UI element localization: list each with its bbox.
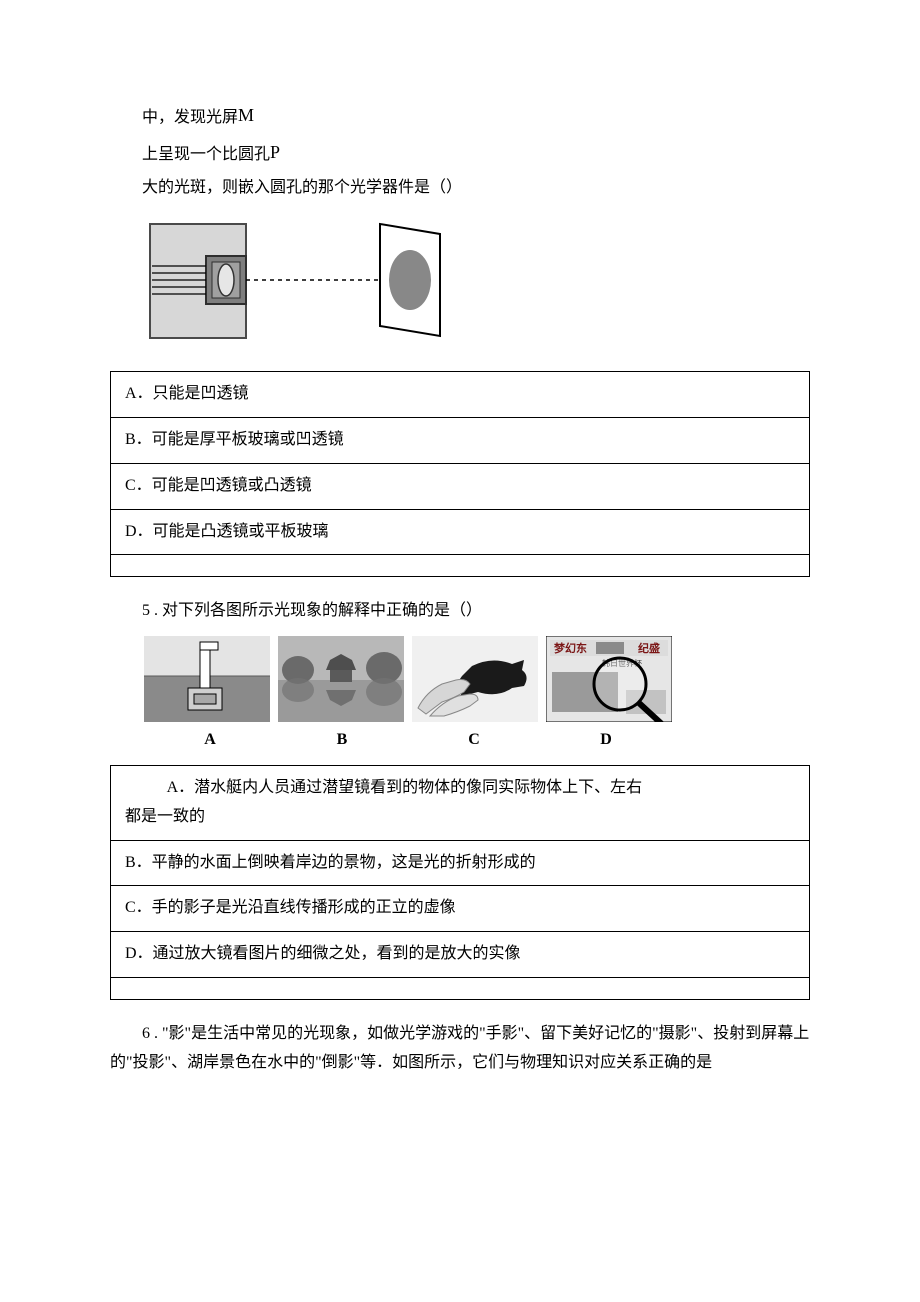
q4-line1: 中，发现光屏M (110, 100, 810, 133)
q4-var-m: M (238, 105, 254, 125)
q5-empty-row (111, 977, 810, 999)
q4-option-d: D．可能是凸透镜或平板玻璃 (111, 509, 810, 555)
q5-panel-c (412, 636, 538, 722)
q4-text2: 上呈现一个比圆孔 (142, 146, 270, 163)
q5-options-table: A．潜水艇内人员通过潜望镜看到的物体的像同实际物体上下、左右 都是一致的 B．平… (110, 765, 810, 1000)
q4-empty-row (111, 555, 810, 577)
q5-option-a: A．潜水艇内人员通过潜望镜看到的物体的像同实际物体上下、左右 都是一致的 (111, 765, 810, 840)
q5-option-a-l1: A．潜水艇内人员通过潜望镜看到的物体的像同实际物体上下、左右 (167, 779, 643, 796)
q5-label-c: C (408, 726, 540, 755)
q4-options-table: A．只能是凹透镜 B．可能是厚平板玻璃或凹透镜 C．可能是凹透镜或凸透镜 D．可… (110, 371, 810, 577)
q5-label-b: B (276, 726, 408, 755)
q5-option-c: C．手的影子是光沿直线传播形成的正立的虚像 (111, 886, 810, 932)
q5-figure-group: 梦幻东 纪盛 韩日世界杯 A B C D (144, 636, 810, 755)
q5-panel-a (144, 636, 270, 722)
q5-option-b: B．平静的水面上倒映着岸边的景物，这是光的折射形成的 (111, 840, 810, 886)
q4-text1: 中，发现光屏 (142, 109, 238, 126)
svg-text:梦幻东: 梦幻东 (554, 641, 587, 655)
q5-option-a-l2: 都是一致的 (125, 808, 205, 825)
q4-option-a: A．只能是凹透镜 (111, 372, 810, 418)
svg-text:纪盛: 纪盛 (638, 641, 660, 655)
q4-var-p: P (270, 142, 280, 162)
q4-figure (144, 216, 810, 357)
q6-text: 6 . "影"是生活中常见的光现象，如做光学游戏的"手影"、留下美好记忆的"摄影… (110, 1020, 810, 1078)
q4-option-c: C．可能是凹透镜或凸透镜 (111, 463, 810, 509)
q5-label-a: A (144, 726, 276, 755)
q5-panel-b (278, 636, 404, 722)
q4-line3: 大的光斑，则嵌入圆孔的那个光学器件是（） (110, 174, 810, 203)
q5-option-d: D．通过放大镜看图片的细微之处，看到的是放大的实像 (111, 932, 810, 978)
q4-option-b: B．可能是厚平板玻璃或凹透镜 (111, 417, 810, 463)
q5-panel-d: 梦幻东 纪盛 韩日世界杯 (546, 636, 672, 722)
q5-heading: 5 . 对下列各图所示光现象的解释中正确的是（） (110, 597, 810, 626)
q4-line2: 上呈现一个比圆孔P (110, 137, 810, 170)
q5-label-d: D (540, 726, 672, 755)
q5-panel-labels: A B C D (144, 726, 672, 755)
